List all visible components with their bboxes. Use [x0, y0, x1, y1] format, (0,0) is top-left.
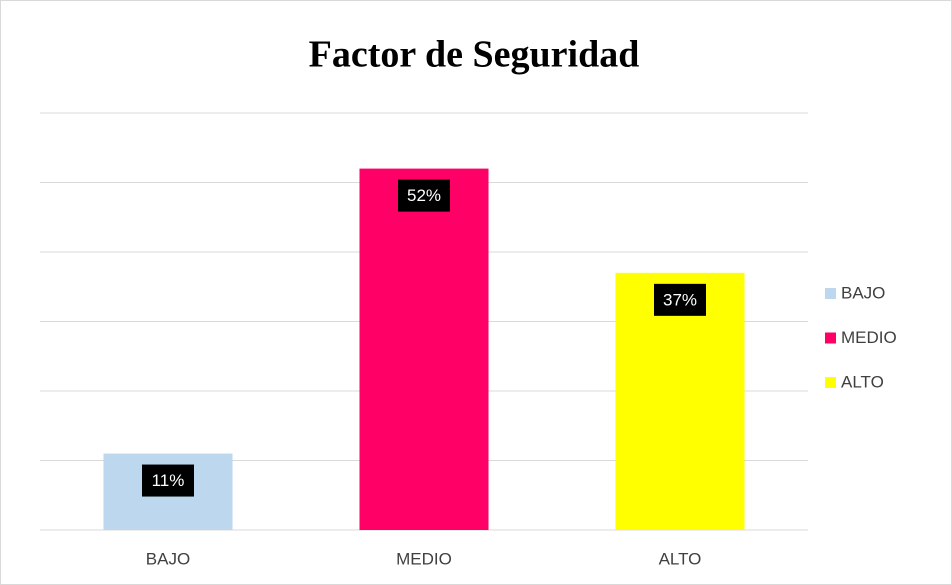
bar [359, 168, 489, 530]
legend-label: MEDIO [841, 328, 897, 347]
legend-swatch [825, 288, 836, 299]
x-tick-label: BAJO [146, 549, 190, 568]
legend-label: BAJO [841, 283, 885, 302]
data-label-box [398, 179, 450, 212]
data-label-box [142, 464, 194, 497]
data-label: 11% [152, 471, 185, 490]
data-label: 52% [407, 186, 441, 205]
x-tick-label: MEDIO [396, 549, 452, 568]
legend-label: ALTO [841, 372, 884, 391]
data-label: 37% [663, 290, 697, 309]
legend-swatch [825, 377, 836, 388]
data-label-box [654, 283, 706, 316]
x-tick-label: ALTO [659, 549, 702, 568]
chart-title: Factor de Seguridad [309, 34, 640, 76]
legend-swatch [825, 332, 836, 344]
